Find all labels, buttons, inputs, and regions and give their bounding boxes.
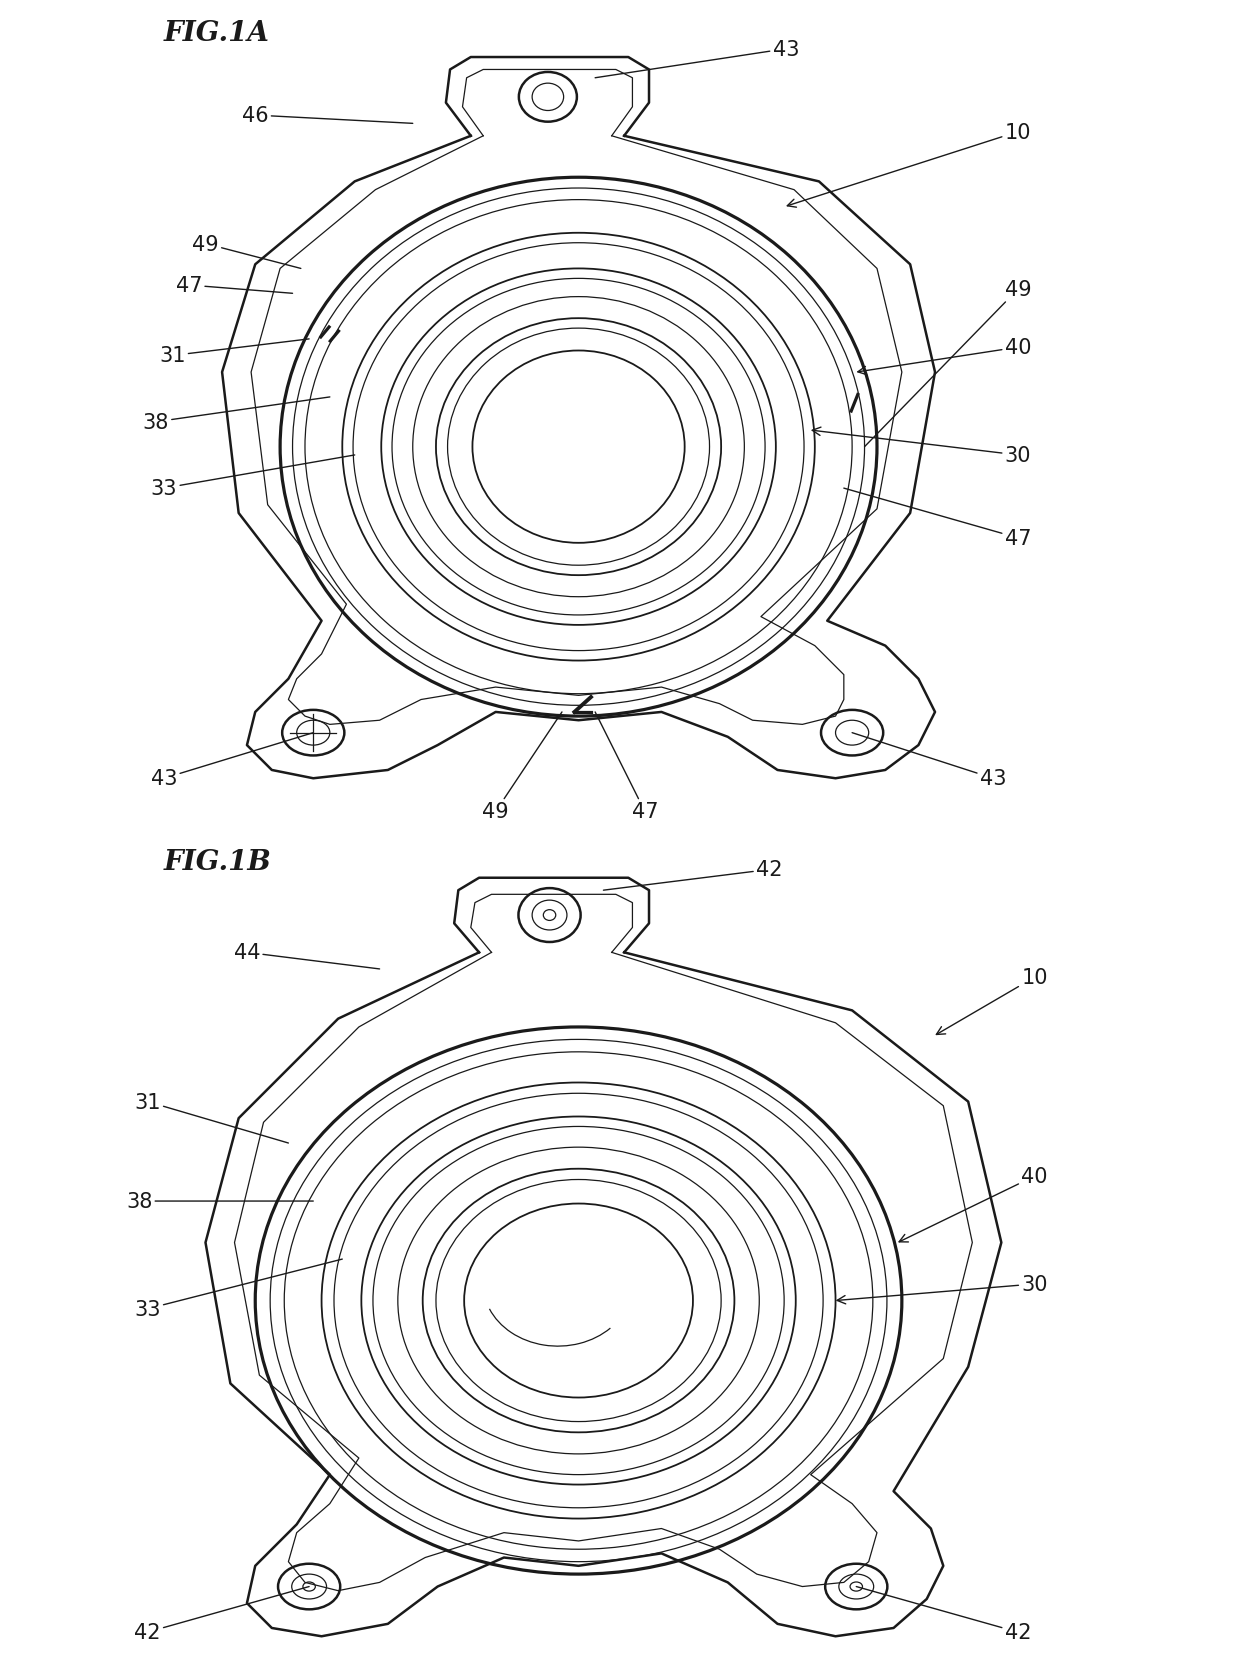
Text: 49: 49	[482, 713, 562, 822]
Text: 47: 47	[844, 489, 1032, 548]
Text: 33: 33	[151, 456, 355, 499]
Text: 38: 38	[126, 1191, 314, 1211]
Text: 38: 38	[143, 398, 330, 432]
Text: 47: 47	[595, 713, 658, 822]
Text: 31: 31	[159, 340, 309, 366]
Text: 43: 43	[151, 732, 314, 789]
Text: 43: 43	[852, 732, 1007, 789]
Text: 42: 42	[857, 1587, 1032, 1642]
Text: 40: 40	[899, 1167, 1048, 1243]
Text: 40: 40	[858, 338, 1032, 376]
Text: 30: 30	[837, 1274, 1048, 1304]
Text: 44: 44	[233, 943, 379, 969]
Text: 42: 42	[134, 1587, 309, 1642]
Text: FIG.1A: FIG.1A	[164, 20, 270, 46]
Text: 33: 33	[134, 1259, 342, 1319]
Text: 31: 31	[134, 1092, 289, 1143]
Text: 42: 42	[604, 860, 782, 891]
Text: 47: 47	[176, 275, 293, 297]
Text: 43: 43	[595, 40, 799, 78]
Text: 49: 49	[192, 234, 301, 268]
Text: 46: 46	[242, 106, 413, 126]
Text: 10: 10	[936, 968, 1048, 1036]
Text: 30: 30	[812, 428, 1032, 466]
Text: FIG.1B: FIG.1B	[164, 848, 272, 875]
Text: 10: 10	[787, 123, 1032, 209]
Text: 49: 49	[864, 280, 1032, 447]
